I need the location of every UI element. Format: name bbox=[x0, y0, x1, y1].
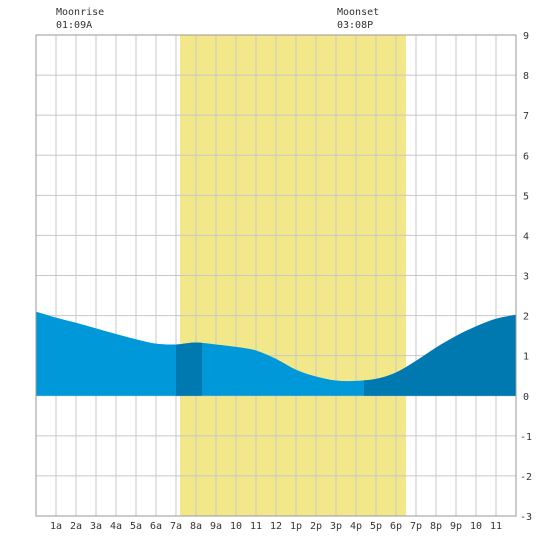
x-tick-label: 5a bbox=[130, 521, 142, 532]
x-tick-label: 9p bbox=[450, 521, 462, 532]
y-tick-label: -1 bbox=[520, 432, 532, 443]
x-tick-label: 9a bbox=[210, 521, 222, 532]
moonrise-time: 01:09A bbox=[56, 20, 92, 31]
x-tick-label: 10 bbox=[230, 521, 242, 532]
x-tick-label: 1a bbox=[50, 521, 62, 532]
x-tick-label: 11 bbox=[250, 521, 262, 532]
moonset-time: 03:08P bbox=[337, 20, 373, 31]
x-tick-label: 8p bbox=[430, 521, 442, 532]
y-tick-label: 9 bbox=[523, 31, 529, 42]
y-tick-label: -2 bbox=[520, 472, 532, 483]
x-tick-label: 12 bbox=[270, 521, 282, 532]
plot-border bbox=[35, 34, 517, 517]
x-tick-label: 2a bbox=[70, 521, 82, 532]
y-tick-label: 6 bbox=[523, 151, 529, 162]
y-tick-label: 7 bbox=[523, 111, 529, 122]
x-tick-label: 3a bbox=[90, 521, 102, 532]
moonset-label: Moonset bbox=[337, 7, 379, 18]
x-tick-label: 6p bbox=[390, 521, 402, 532]
y-tick-label: 1 bbox=[523, 352, 529, 363]
x-tick-label: 2p bbox=[310, 521, 322, 532]
y-tick-label: -3 bbox=[520, 512, 532, 523]
y-tick-label: 5 bbox=[523, 191, 529, 202]
y-tick-label: 0 bbox=[523, 392, 529, 403]
y-tick-label: 3 bbox=[523, 272, 529, 283]
moonrise-label: Moonrise bbox=[56, 7, 104, 18]
x-tick-label: 8a bbox=[190, 521, 202, 532]
x-tick-label: 3p bbox=[330, 521, 342, 532]
y-tick-label: 4 bbox=[523, 231, 529, 242]
x-tick-label: 10 bbox=[470, 521, 482, 532]
x-tick-label: 5p bbox=[370, 521, 382, 532]
x-tick-label: 1p bbox=[290, 521, 302, 532]
x-tick-label: 4p bbox=[350, 521, 362, 532]
y-tick-label: 8 bbox=[523, 71, 529, 82]
y-tick-label: 2 bbox=[523, 312, 529, 323]
x-tick-label: 11 bbox=[490, 521, 502, 532]
x-tick-label: 7p bbox=[410, 521, 422, 532]
x-tick-label: 4a bbox=[110, 521, 122, 532]
x-tick-label: 6a bbox=[150, 521, 162, 532]
x-tick-label: 7a bbox=[170, 521, 182, 532]
